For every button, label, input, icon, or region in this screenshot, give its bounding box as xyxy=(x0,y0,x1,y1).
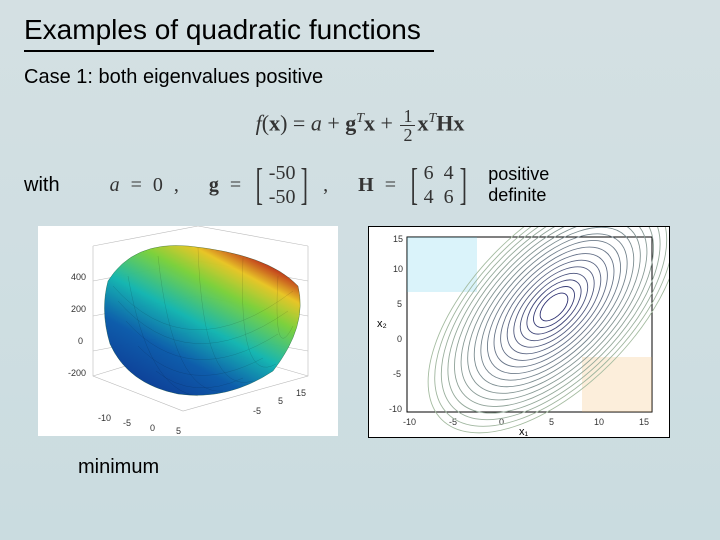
positive-definite-label: positivedefinite xyxy=(488,164,549,205)
svg-text:-10: -10 xyxy=(98,413,111,423)
slide-title: Examples of quadratic functions xyxy=(0,0,720,50)
svg-text:-10: -10 xyxy=(389,404,402,414)
svg-text:5: 5 xyxy=(549,417,554,427)
svg-text:-5: -5 xyxy=(393,369,401,379)
plots-row: -200 0 200 400 -10 -5 0 5 xyxy=(0,208,720,438)
svg-text:200: 200 xyxy=(71,304,86,314)
svg-text:5: 5 xyxy=(397,299,402,309)
svg-text:x₁: x₁ xyxy=(519,426,529,437)
minimum-label: minimum xyxy=(0,438,720,479)
svg-text:15: 15 xyxy=(296,388,306,398)
svg-text:5: 5 xyxy=(278,396,283,406)
svg-text:-10: -10 xyxy=(403,417,416,427)
svg-text:10: 10 xyxy=(393,264,403,274)
svg-text:0: 0 xyxy=(397,334,402,344)
with-label: with xyxy=(24,174,60,197)
svg-text:x₂: x₂ xyxy=(377,318,387,330)
svg-text:-200: -200 xyxy=(68,368,86,378)
svg-text:15: 15 xyxy=(639,417,649,427)
svg-text:0: 0 xyxy=(150,423,155,433)
main-formula: f(x) = a + gTx + 12xTHx xyxy=(0,107,720,144)
contour-plot: -10 -5 0 5 10 15 -10 -5 0 5 10 15 x₁ x₂ xyxy=(368,226,670,438)
svg-text:-5: -5 xyxy=(253,406,261,416)
case-subtitle: Case 1: both eigenvalues positive xyxy=(0,52,720,89)
svg-text:15: 15 xyxy=(393,234,403,244)
svg-text:-5: -5 xyxy=(123,418,131,428)
a-equals: a = 0 , xyxy=(110,174,179,197)
svg-text:400: 400 xyxy=(71,272,86,282)
g-equals: g = [ -50 -50 ] , xyxy=(209,162,328,208)
svg-text:0: 0 xyxy=(78,336,83,346)
parameters-row: with a = 0 , g = [ -50 -50 ] , H = [ 64 … xyxy=(0,144,720,208)
H-equals: H = [ 64 46 ] xyxy=(358,162,470,208)
svg-text:5: 5 xyxy=(176,426,181,436)
svg-text:10: 10 xyxy=(594,417,604,427)
surface-plot: -200 0 200 400 -10 -5 0 5 xyxy=(38,226,338,436)
